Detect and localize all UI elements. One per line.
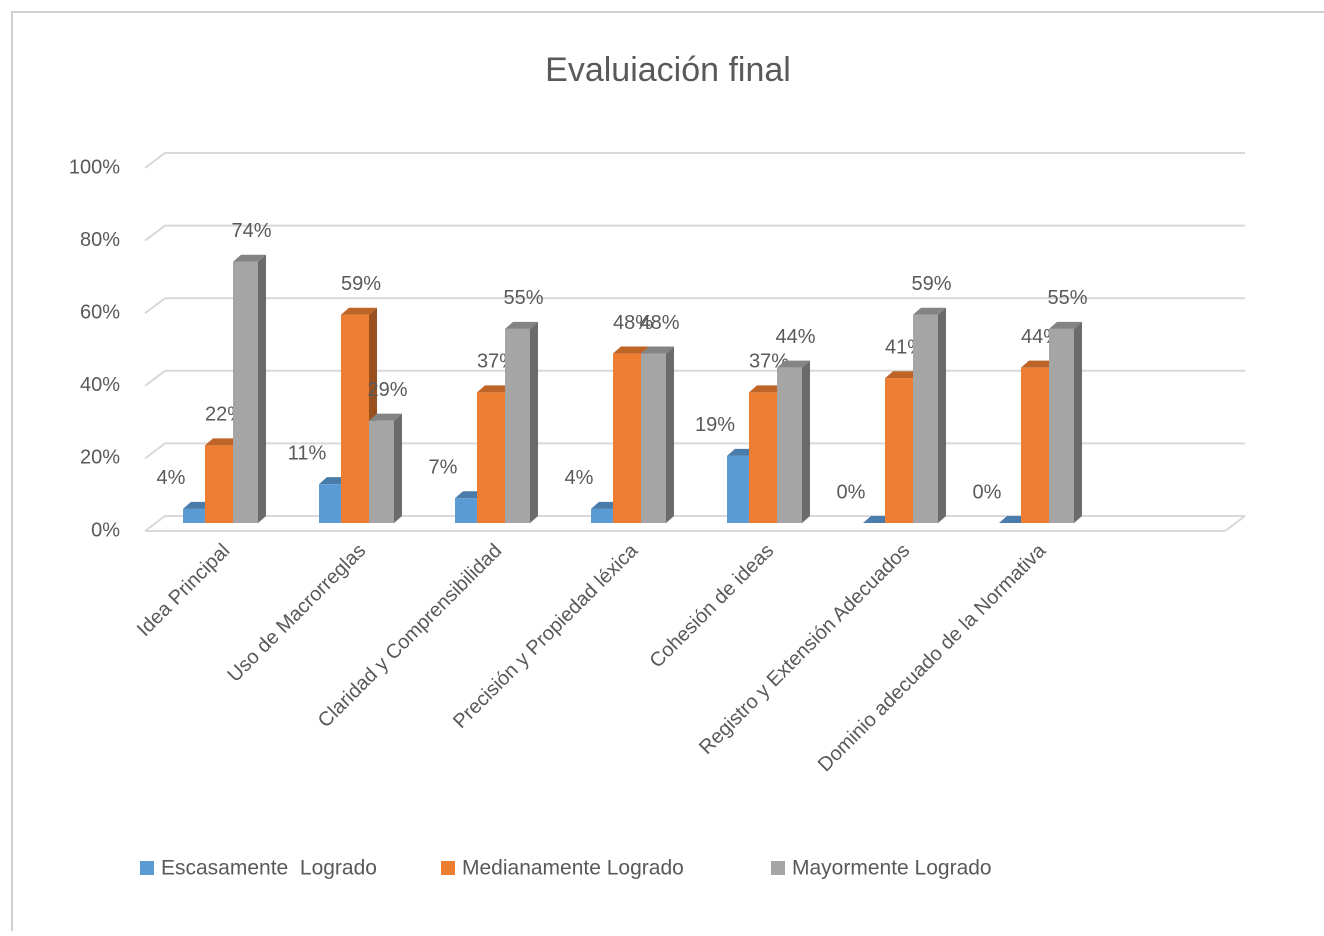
- bar-face: [233, 261, 258, 523]
- bar-face: [1049, 328, 1074, 523]
- data-label: 55%: [503, 287, 543, 309]
- bar-face: [1074, 321, 1082, 523]
- bar-face: [505, 321, 538, 329]
- data-label: 7%: [429, 457, 458, 479]
- data-label: 29%: [367, 379, 407, 401]
- bar-face: [885, 378, 913, 523]
- data-label: 59%: [911, 273, 951, 295]
- legend-swatch: [771, 861, 785, 875]
- data-label: 4%: [157, 467, 186, 489]
- y-tick-label: 0%: [91, 519, 120, 541]
- bar: [777, 360, 810, 523]
- data-label: 19%: [695, 414, 735, 436]
- y-tick-label: 60%: [80, 301, 120, 323]
- bar-face: [613, 346, 649, 354]
- bar-face: [777, 367, 802, 523]
- data-label: 48%: [613, 312, 653, 334]
- floor-edge: [1224, 515, 1246, 532]
- bar-face: [913, 314, 938, 523]
- chart-title: Evaluiación final: [545, 51, 791, 89]
- bar: [369, 413, 402, 523]
- bar: [1049, 321, 1082, 523]
- bar-face: [1049, 321, 1082, 329]
- bar-face: [183, 508, 205, 523]
- bar-face: [258, 254, 266, 523]
- grid-line: [144, 369, 1245, 387]
- grid-line: [144, 152, 1245, 169]
- legend-label: Escasamente Logrado: [161, 857, 377, 880]
- bar-face: [641, 346, 674, 354]
- bar-face: [802, 360, 810, 523]
- bar-face: [455, 498, 477, 523]
- data-label: 0%: [837, 481, 866, 503]
- bar-face: [913, 307, 946, 315]
- legend-label: Mayormente Logrado: [792, 857, 992, 880]
- bar: [233, 254, 266, 523]
- legend-swatch: [441, 861, 455, 875]
- grid-line: [144, 297, 1245, 315]
- data-label: 59%: [341, 273, 381, 295]
- data-label: 0%: [973, 481, 1002, 503]
- y-tick-label: 20%: [80, 447, 120, 469]
- bar-face: [369, 413, 402, 421]
- bar-face: [938, 307, 946, 523]
- bar-face: [666, 346, 674, 523]
- bar-face: [727, 455, 749, 523]
- bar-face: [477, 385, 513, 393]
- bar-face: [777, 360, 810, 368]
- bar-face: [369, 420, 394, 523]
- bar-face: [749, 385, 785, 393]
- y-tick-label: 40%: [80, 374, 120, 396]
- data-label: 48%: [639, 312, 679, 334]
- bar-face: [477, 392, 505, 523]
- bar-face: [530, 321, 538, 523]
- data-label: 11%: [288, 442, 327, 464]
- bar-face: [885, 371, 921, 379]
- bar-face: [233, 254, 266, 262]
- y-tick-label: 100%: [69, 156, 120, 178]
- data-label: 4%: [565, 467, 594, 489]
- grid-line: [144, 224, 1245, 242]
- bar-face: [341, 314, 369, 523]
- bar-face: [641, 353, 666, 523]
- data-label: 55%: [1047, 287, 1087, 309]
- data-label: 44%: [775, 326, 815, 348]
- bar: [641, 346, 674, 523]
- y-tick-label: 80%: [80, 229, 120, 251]
- bar-face: [591, 508, 613, 523]
- bar: [341, 307, 377, 523]
- bar-face: [613, 353, 641, 523]
- bar-face: [505, 328, 530, 523]
- bar-face: [205, 438, 241, 446]
- bar-face: [1021, 367, 1049, 523]
- data-label: 74%: [231, 220, 271, 242]
- legend-label: Medianamente Logrado: [462, 857, 684, 880]
- bar: [913, 307, 946, 523]
- bar-face: [749, 392, 777, 523]
- bar-face: [341, 307, 377, 315]
- bar-face: [394, 413, 402, 523]
- bar-face: [205, 445, 233, 523]
- legend-swatch: [140, 861, 154, 875]
- bar: [505, 321, 538, 523]
- bar-face: [1021, 360, 1057, 368]
- bar-face: [319, 484, 341, 523]
